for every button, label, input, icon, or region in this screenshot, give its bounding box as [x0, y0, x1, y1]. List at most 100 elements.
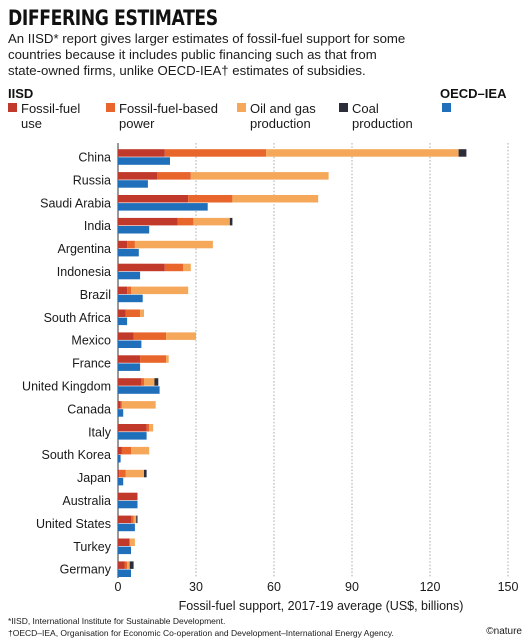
bar-iisd-segment — [118, 309, 126, 317]
bar-oecd-iea — [118, 569, 131, 577]
bar-iisd-segment — [266, 149, 459, 157]
bar-oecd-iea — [118, 523, 135, 532]
bar-oecd-iea — [118, 477, 124, 486]
bar-iisd-segment — [146, 424, 150, 432]
category-label: Brazil — [80, 288, 111, 302]
bar-oecd-iea — [118, 317, 128, 326]
bar-oecd-iea — [118, 363, 141, 371]
bar-iisd-segment — [121, 446, 131, 455]
bar-oecd-iea — [118, 500, 138, 509]
legend-label: Oil and gas production — [250, 101, 316, 131]
subtitle: An IISD* report gives larger estimates o… — [8, 31, 406, 78]
bar-iisd-segment — [166, 355, 169, 363]
bar-oecd-iea — [118, 157, 170, 165]
bar-iisd-segment — [118, 172, 157, 180]
legend-label: Fossil-fuel use — [21, 101, 81, 131]
bar-iisd-segment — [193, 217, 230, 226]
category-label: Australia — [62, 494, 111, 508]
bar-iisd-segment — [118, 492, 138, 501]
legend-swatch — [237, 103, 246, 112]
category-label: South Korea — [42, 448, 112, 462]
bar-iisd-segment — [144, 469, 147, 478]
bar-iisd-segment — [118, 515, 131, 524]
nature-credit: ©nature — [486, 626, 522, 637]
bar-iisd-segment — [118, 378, 142, 386]
category-label: United States — [36, 517, 111, 531]
bar-iisd-segment — [118, 332, 134, 340]
bar-iisd-segment — [118, 217, 178, 226]
category-label: Turkey — [73, 540, 111, 554]
legend-label: Coal production — [352, 101, 413, 131]
bar-iisd-segment — [129, 538, 135, 546]
category-label: Argentina — [57, 242, 111, 256]
legend-swatch — [106, 103, 115, 112]
x-tick-label: 0 — [115, 580, 122, 594]
category-label: Indonesia — [57, 265, 111, 279]
bar-iisd-segment — [125, 469, 144, 478]
bar-iisd-segment — [118, 195, 189, 203]
x-tick-label: 30 — [189, 580, 203, 594]
bar-iisd-segment — [125, 309, 141, 317]
category-label: Mexico — [71, 334, 111, 348]
bar-iisd-segment — [124, 561, 128, 569]
bar-iisd-segment — [118, 561, 125, 569]
legend-label: Fossil-fuel-based power — [119, 101, 218, 131]
bar-iisd-segment — [164, 149, 267, 157]
category-label: Saudi Arabia — [40, 196, 111, 210]
category-label: Russia — [73, 173, 111, 187]
legend-swatch — [339, 103, 348, 112]
category-label: India — [84, 219, 111, 233]
bar-iisd-segment — [164, 263, 183, 272]
category-label: South Africa — [44, 311, 111, 325]
bar-iisd-segment — [458, 149, 467, 157]
bar-iisd-segment — [188, 195, 233, 203]
bar-oecd-iea — [118, 340, 142, 348]
legend-group-iisd: IISD — [8, 86, 34, 101]
bar-iisd-segment — [134, 240, 213, 249]
bar-iisd-segment — [232, 195, 319, 203]
bar-iisd-segment — [131, 515, 134, 524]
legend-swatch — [8, 103, 17, 112]
bar-iisd-segment — [118, 240, 128, 249]
bar-iisd-segment — [121, 401, 156, 409]
bar-oecd-iea — [118, 294, 143, 303]
bar-iisd-segment — [140, 309, 144, 317]
page-title: DIFFERING ESTIMATES — [8, 6, 218, 30]
bar-iisd-segment — [118, 286, 128, 295]
bar-iisd-segment — [140, 355, 167, 363]
bar-iisd-segment — [133, 515, 137, 524]
bar-iisd-segment — [118, 401, 121, 409]
x-tick-label: 90 — [345, 580, 359, 594]
x-axis-label: Fossil-fuel support, 2017-19 average (US… — [178, 599, 464, 613]
bar-iisd-segment — [119, 469, 126, 478]
legend-group-oecd: OECD–IEA — [440, 86, 507, 101]
bar-iisd-segment — [154, 378, 159, 386]
footnote-oecd: †OECD–IEA, Organisation for Economic Co-… — [8, 628, 394, 638]
category-label: Canada — [67, 402, 111, 416]
bar-iisd-segment — [141, 378, 144, 386]
category-label: China — [78, 151, 111, 165]
x-tick-label: 150 — [498, 580, 519, 594]
bar-iisd-segment — [127, 561, 130, 569]
bar-oecd-iea — [118, 386, 160, 394]
bar-iisd-segment — [190, 172, 329, 180]
bar-iisd-segment — [229, 217, 233, 226]
bar-iisd-segment — [131, 446, 150, 455]
bar-oecd-iea — [118, 432, 147, 440]
bar-iisd-segment — [118, 263, 165, 272]
bar-iisd-segment — [133, 332, 167, 340]
legend-swatch — [442, 103, 451, 112]
bar-iisd-segment — [129, 561, 134, 569]
bar-iisd-segment — [149, 424, 154, 432]
bar-oecd-iea — [118, 226, 150, 234]
bar-oecd-iea — [118, 455, 121, 463]
bar-iisd-segment — [144, 378, 155, 386]
footnote-iisd: *IISD, International Institute for Susta… — [8, 616, 226, 626]
category-label: Germany — [60, 563, 112, 577]
bar-oecd-iea — [118, 248, 139, 257]
bar-iisd-segment — [118, 446, 122, 455]
category-label: France — [72, 357, 111, 371]
bar-oecd-iea — [118, 203, 208, 211]
bar-iisd-segment — [118, 469, 120, 478]
bar-oecd-iea — [118, 546, 131, 555]
